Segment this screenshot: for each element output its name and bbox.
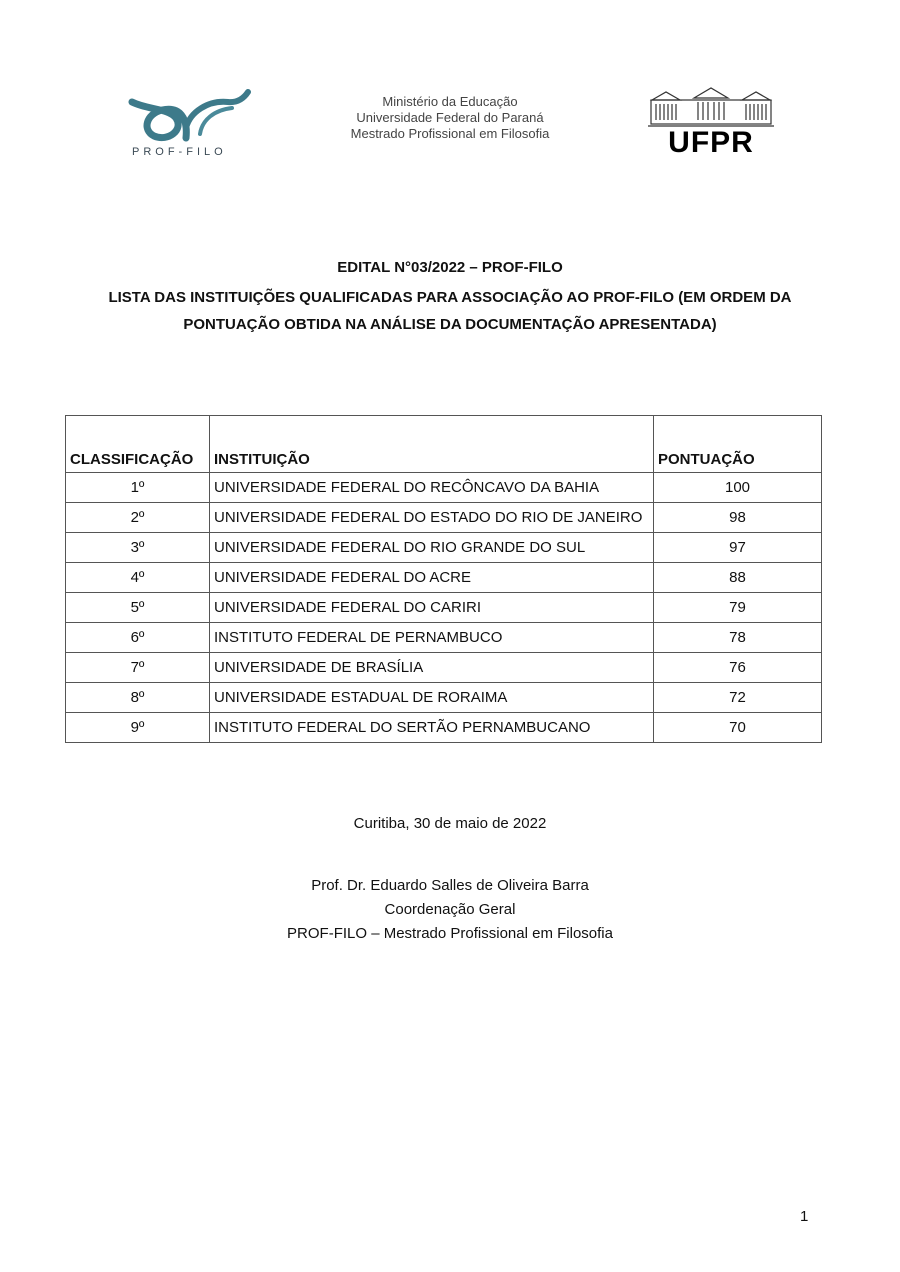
institution-cell: UNIVERSIDADE FEDERAL DO CARIRI — [209, 592, 654, 623]
table-row: 4º UNIVERSIDADE FEDERAL DO ACRE 88 — [65, 562, 822, 593]
rank-cell: 4º — [65, 562, 210, 593]
prof-filo-logo-text: PROF-FILO — [132, 146, 227, 158]
header-line: Mestrado Profissional em Filosofia — [350, 126, 550, 141]
institution-cell: UNIVERSIDADE FEDERAL DO RIO GRANDE DO SU… — [209, 532, 654, 563]
institution-cell: UNIVERSIDADE FEDERAL DO ESTADO DO RIO DE… — [209, 502, 654, 533]
rank-cell: 9º — [65, 712, 210, 743]
rank-cell: 7º — [65, 652, 210, 683]
score-cell: 76 — [653, 652, 822, 683]
score-cell: 98 — [653, 502, 822, 533]
table-row: 9º INSTITUTO FEDERAL DO SERTÃO PERNAMBUCA… — [65, 712, 822, 743]
list-title-line1: LISTA DAS INSTITUIÇÕES QUALIFICADAS PARA… — [108, 289, 792, 306]
institution-header: Ministério da Educação Universidade Fede… — [330, 94, 570, 142]
score-cell: 72 — [653, 682, 822, 713]
score-cell: 79 — [653, 592, 822, 623]
header-instituicao: INSTITUIÇÃO — [209, 415, 654, 473]
ufpr-building-icon — [648, 87, 774, 127]
rank-cell: 1º — [65, 472, 210, 503]
signer-role: Coordenação Geral — [384, 901, 516, 918]
signer-name: Prof. Dr. Eduardo Salles de Oliveira Bar… — [311, 877, 589, 894]
rank-cell: 8º — [65, 682, 210, 713]
score-cell: 78 — [653, 622, 822, 653]
ufpr-logo-text: UFPR — [668, 126, 754, 159]
page-number: 1 — [800, 1208, 809, 1225]
institution-cell: UNIVERSIDADE DE BRASÍLIA — [209, 652, 654, 683]
header-pontuacao: PONTUAÇÃO — [653, 415, 822, 473]
score-cell: 70 — [653, 712, 822, 743]
rank-cell: 2º — [65, 502, 210, 533]
institution-cell: UNIVERSIDADE FEDERAL DO RECÔNCAVO DA BAH… — [209, 472, 654, 503]
list-title-line2: PONTUAÇÃO OBTIDA NA ANÁLISE DA DOCUMENTA… — [183, 316, 717, 333]
score-cell: 88 — [653, 562, 822, 593]
institution-cell: UNIVERSIDADE FEDERAL DO ACRE — [209, 562, 654, 593]
ufpr-logo: UFPR — [648, 86, 774, 158]
institution-cell: UNIVERSIDADE ESTADUAL DE RORAIMA — [209, 682, 654, 713]
header-classificacao: CLASSIFICAÇÃO — [65, 415, 210, 473]
institution-cell: INSTITUTO FEDERAL DE PERNAMBUCO — [209, 622, 654, 653]
table-row: 2º UNIVERSIDADE FEDERAL DO ESTADO DO RIO … — [65, 502, 822, 533]
classification-table: CLASSIFICAÇÃO INSTITUIÇÃO PONTUAÇÃO 1º UN… — [65, 415, 822, 743]
rank-cell: 3º — [65, 532, 210, 563]
table-row: 5º UNIVERSIDADE FEDERAL DO CARIRI 79 — [65, 592, 822, 623]
table-row: 8º UNIVERSIDADE ESTADUAL DE RORAIMA 72 — [65, 682, 822, 713]
header-line: Universidade Federal do Paraná — [356, 110, 544, 125]
place-date: Curitiba, 30 de maio de 2022 — [353, 815, 547, 832]
prof-filo-logo: PROF-FILO — [128, 88, 253, 163]
table-row: 7º UNIVERSIDADE DE BRASÍLIA 76 — [65, 652, 822, 683]
rank-cell: 6º — [65, 622, 210, 653]
table-row: 3º UNIVERSIDADE FEDERAL DO RIO GRANDE DO … — [65, 532, 822, 563]
rank-cell: 5º — [65, 592, 210, 623]
edital-title: EDITAL N°03/2022 – PROF-FILO — [337, 259, 563, 276]
institution-cell: INSTITUTO FEDERAL DO SERTÃO PERNAMBUCANO — [209, 712, 654, 743]
program-name: PROF-FILO – Mestrado Profissional em Fil… — [287, 925, 613, 942]
table-row: 1º UNIVERSIDADE FEDERAL DO RECÔNCAVO DA B… — [65, 472, 822, 503]
score-cell: 97 — [653, 532, 822, 563]
table-header-row: CLASSIFICAÇÃO INSTITUIÇÃO PONTUAÇÃO — [65, 415, 822, 473]
prof-filo-emblem-icon — [128, 89, 251, 142]
header-line: Ministério da Educação — [382, 94, 518, 109]
table-row: 6º INSTITUTO FEDERAL DE PERNAMBUCO 78 — [65, 622, 822, 653]
score-cell: 100 — [653, 472, 822, 503]
